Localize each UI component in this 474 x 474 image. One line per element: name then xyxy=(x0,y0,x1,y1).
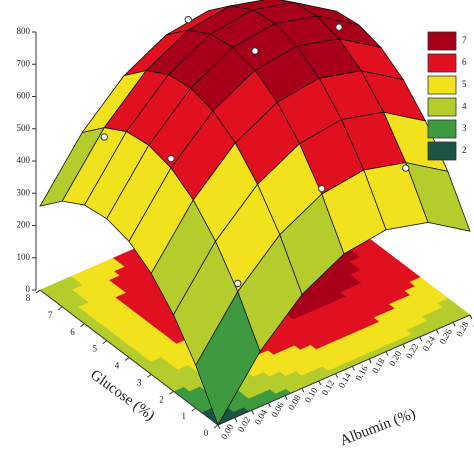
glucose-tick-label: 0 xyxy=(204,428,209,438)
albumin-tick xyxy=(452,322,456,327)
albumin-tick-label: 0.04 xyxy=(252,407,269,426)
z-tick-label: 600 xyxy=(17,91,31,101)
observed-point xyxy=(251,47,259,55)
albumin-tick xyxy=(284,395,288,400)
glucose-tick xyxy=(169,390,174,395)
legend: 7 6 5 4 3 2 xyxy=(427,31,467,161)
legend-label: 2 xyxy=(462,145,467,155)
z-tick-label: 400 xyxy=(17,155,31,165)
albumin-tick-label: 0.26 xyxy=(437,327,454,346)
glucose-tick-label: 1 xyxy=(182,411,187,421)
glucose-tick xyxy=(80,323,85,328)
z-tick-label: 100 xyxy=(17,252,31,262)
surface-cell xyxy=(195,290,261,426)
glucose-tick-label: 4 xyxy=(115,361,120,371)
albumin-tick xyxy=(251,410,255,415)
albumin-tick xyxy=(402,344,406,349)
albumin-tick-label: 0.16 xyxy=(353,363,370,382)
albumin-tick xyxy=(385,351,389,356)
albumin-tick-label: 0.28 xyxy=(454,319,471,338)
observed-point xyxy=(100,133,108,141)
z-tick-label: 500 xyxy=(17,123,31,133)
legend-swatch xyxy=(427,97,457,117)
albumin-tick-label: 0.10 xyxy=(303,385,320,404)
albumin-tick-label: 0.02 xyxy=(236,415,253,434)
z-tick-label: 700 xyxy=(17,58,31,68)
legend-label: 5 xyxy=(462,79,467,89)
albumin-tick-label: 0.06 xyxy=(269,400,286,419)
albumin-tick xyxy=(234,417,238,422)
albumin-tick-label: 0.00 xyxy=(219,422,236,441)
glucose-tick-label: 3 xyxy=(137,377,142,387)
glucose-tick xyxy=(124,357,130,361)
legend-label: 3 xyxy=(462,123,467,133)
observed-point xyxy=(184,15,192,24)
legend-swatch xyxy=(427,141,457,161)
legend-swatch xyxy=(427,53,457,73)
legend-swatch xyxy=(427,119,457,139)
glucose-tick xyxy=(102,340,108,345)
observed-point xyxy=(335,23,343,31)
legend-label: 7 xyxy=(462,35,467,45)
albumin-axis-title: Albumin (%) xyxy=(338,406,418,449)
glucose-tick xyxy=(191,407,197,412)
legend-swatch xyxy=(427,75,457,95)
glucose-tick xyxy=(213,424,219,429)
glucose-tick-label: 8 xyxy=(26,293,31,303)
legend-label: 6 xyxy=(462,57,467,67)
observed-point xyxy=(167,154,175,163)
z-tick-label: 800 xyxy=(17,26,31,36)
observed-point xyxy=(234,279,242,288)
albumin-tick xyxy=(368,358,372,364)
albumin-tick-label: 0.30 xyxy=(471,312,474,331)
glucose-tick-label: 6 xyxy=(70,327,75,337)
surface xyxy=(39,0,471,426)
albumin-tick xyxy=(267,402,271,408)
albumin-tick-label: 0.24 xyxy=(420,334,437,353)
observed-point xyxy=(318,184,326,193)
albumin-tick xyxy=(469,314,473,320)
observed-point xyxy=(402,164,410,172)
albumin-tick xyxy=(217,424,221,430)
albumin-tick xyxy=(318,380,322,386)
albumin-tick xyxy=(351,366,355,371)
albumin-tick-label: 0.20 xyxy=(387,349,404,368)
glucose-tick-label: 5 xyxy=(93,344,98,354)
glucose-tick-label: 7 xyxy=(48,310,53,320)
albumin-tick-label: 0.14 xyxy=(336,371,353,390)
z-tick-label: 0 xyxy=(26,284,31,294)
albumin-tick-label: 0.08 xyxy=(286,393,303,412)
albumin-axis xyxy=(217,314,471,426)
legend-label: 4 xyxy=(462,101,467,111)
z-tick-label: 300 xyxy=(17,187,31,197)
albumin-tick xyxy=(419,336,423,342)
albumin-tick-label: 0.12 xyxy=(320,378,337,397)
glucose-tick xyxy=(57,306,63,311)
points xyxy=(100,15,410,288)
albumin-tick xyxy=(301,388,305,393)
glucose-tick xyxy=(35,289,41,294)
albumin-tick-label: 0.22 xyxy=(404,342,421,361)
albumin-tick xyxy=(335,373,339,378)
albumin-tick xyxy=(435,329,439,334)
glucose-axis-title: Glucose (%) xyxy=(87,367,157,424)
glucose-tick xyxy=(146,373,152,378)
legend-swatch xyxy=(427,31,457,51)
z-tick-label: 200 xyxy=(17,220,31,230)
albumin-tick-label: 0.18 xyxy=(370,356,387,375)
glucose-tick-label: 2 xyxy=(159,394,164,404)
